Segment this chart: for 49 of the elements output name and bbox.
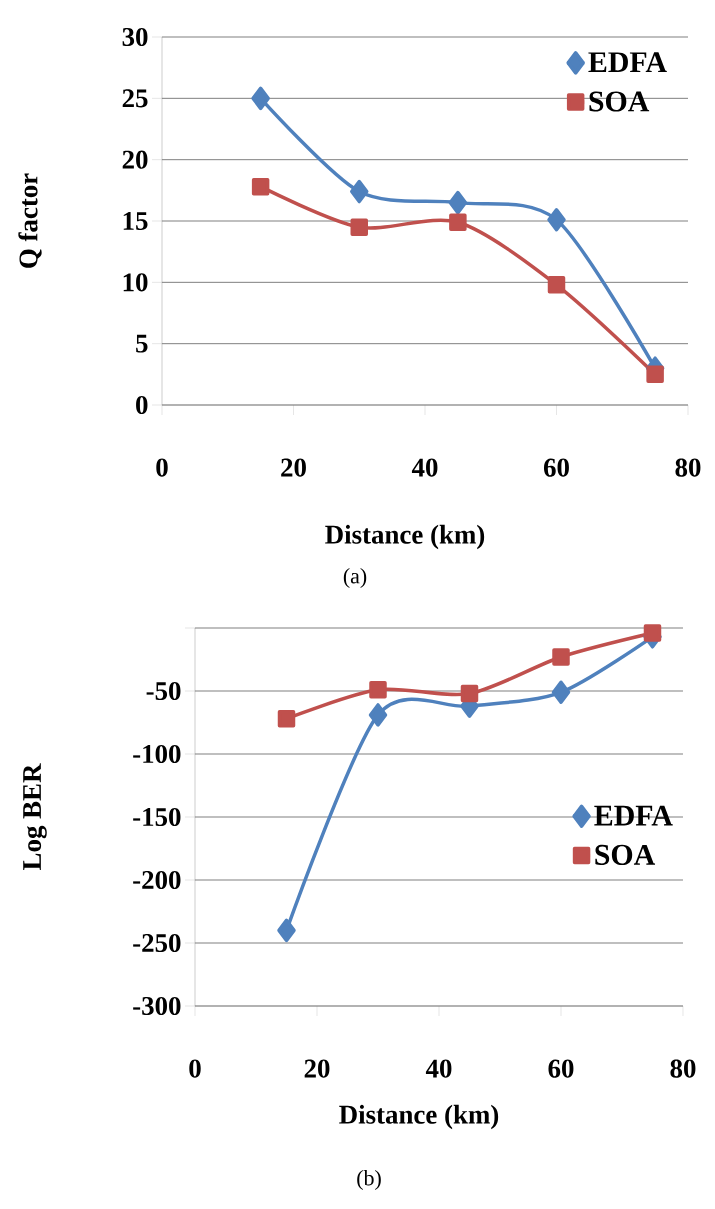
- point: [547, 208, 566, 232]
- point: [369, 681, 387, 699]
- y-tick-label: -100: [133, 744, 181, 764]
- x-tick-label: 40: [425, 1059, 452, 1078]
- x-axis-title: Distance (km): [325, 524, 485, 550]
- y-tick-label: 10: [123, 273, 148, 292]
- legend-label: SOA: [595, 844, 656, 865]
- y-tick-label: -200: [133, 870, 181, 890]
- y-tick-label: 5: [136, 334, 148, 353]
- x-tick-label: 60: [548, 1059, 574, 1078]
- point: [551, 680, 571, 705]
- x-tick-label: 40: [411, 458, 438, 477]
- y-tick-label: -50: [146, 681, 181, 701]
- point: [368, 703, 388, 727]
- text: (b): [357, 1170, 381, 1190]
- x-tick-label: 80: [675, 458, 701, 477]
- x-tick-label: 20: [304, 1059, 330, 1078]
- x-tick-label: 20: [281, 458, 306, 477]
- point: [449, 213, 467, 231]
- legend-label: EDFA: [594, 805, 673, 826]
- point: [460, 684, 479, 703]
- point: [251, 177, 270, 196]
- point: [552, 648, 570, 666]
- y-tick-label: 25: [122, 89, 148, 108]
- y-axis-title: Q factor: [18, 173, 42, 268]
- x-axis-title: Distance (km): [339, 1104, 499, 1130]
- y-tick-label: 0: [136, 395, 148, 415]
- legend-label: SOA: [589, 91, 650, 112]
- y-tick-label: -250: [133, 933, 181, 953]
- point: [277, 709, 296, 728]
- y-tick-label: 30: [122, 27, 148, 47]
- point: [251, 86, 270, 111]
- y-tick-label: -300: [133, 996, 181, 1016]
- y-axis-title: Log BER: [23, 763, 47, 870]
- y-tick-label: -150: [133, 807, 181, 827]
- point: [448, 190, 468, 215]
- x-tick-label: 80: [670, 1059, 696, 1078]
- point: [350, 179, 369, 204]
- point: [277, 918, 296, 943]
- point: [547, 276, 566, 294]
- x-tick-label: 60: [543, 458, 569, 477]
- point: [646, 365, 664, 384]
- legend-label: EDFA: [588, 52, 667, 73]
- point: [643, 624, 662, 642]
- point: [350, 218, 368, 236]
- y-tick-label: 20: [122, 150, 148, 169]
- y-tick-label: 15: [123, 211, 148, 231]
- x-tick-label: 0: [189, 1059, 201, 1078]
- text: (a): [343, 568, 367, 588]
